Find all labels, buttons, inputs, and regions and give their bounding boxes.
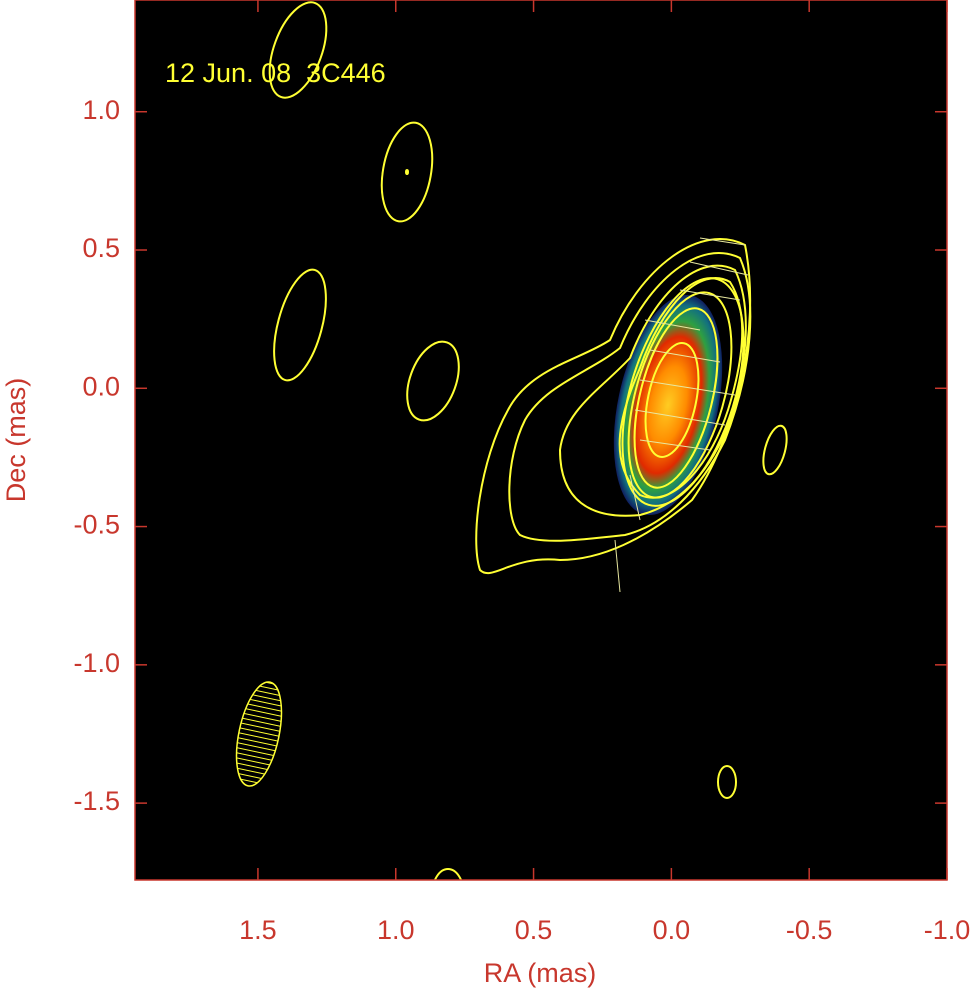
y-tick-label: 0.0: [82, 371, 120, 401]
x-tick-label: 1.0: [377, 915, 415, 945]
intensity-image: [613, 294, 723, 516]
y-tick-label: -1.0: [73, 648, 120, 678]
x-axis-label: RA (mas): [484, 958, 597, 988]
y-axis-label: Dec (mas): [1, 378, 31, 503]
x-tick-label: 0.0: [653, 915, 691, 945]
polarization-vectors: [614, 237, 749, 593]
x-tick-label: 1.5: [239, 915, 277, 945]
x-tick-label: -0.5: [786, 915, 833, 945]
y-tick-label: -0.5: [73, 510, 120, 540]
map: [235, 1, 788, 880]
annotation: 12 Jun. 08 3C446: [165, 58, 386, 88]
x-tick-label: -1.0: [924, 915, 971, 945]
x-tick-label: 0.5: [515, 915, 553, 945]
beam: [235, 681, 283, 787]
contours: [268, 1, 788, 880]
y-tick-label: 1.0: [82, 95, 120, 125]
y-tick-label: 0.5: [82, 233, 120, 263]
frame: [134, 0, 948, 881]
y-tick-label: -1.5: [73, 786, 120, 816]
